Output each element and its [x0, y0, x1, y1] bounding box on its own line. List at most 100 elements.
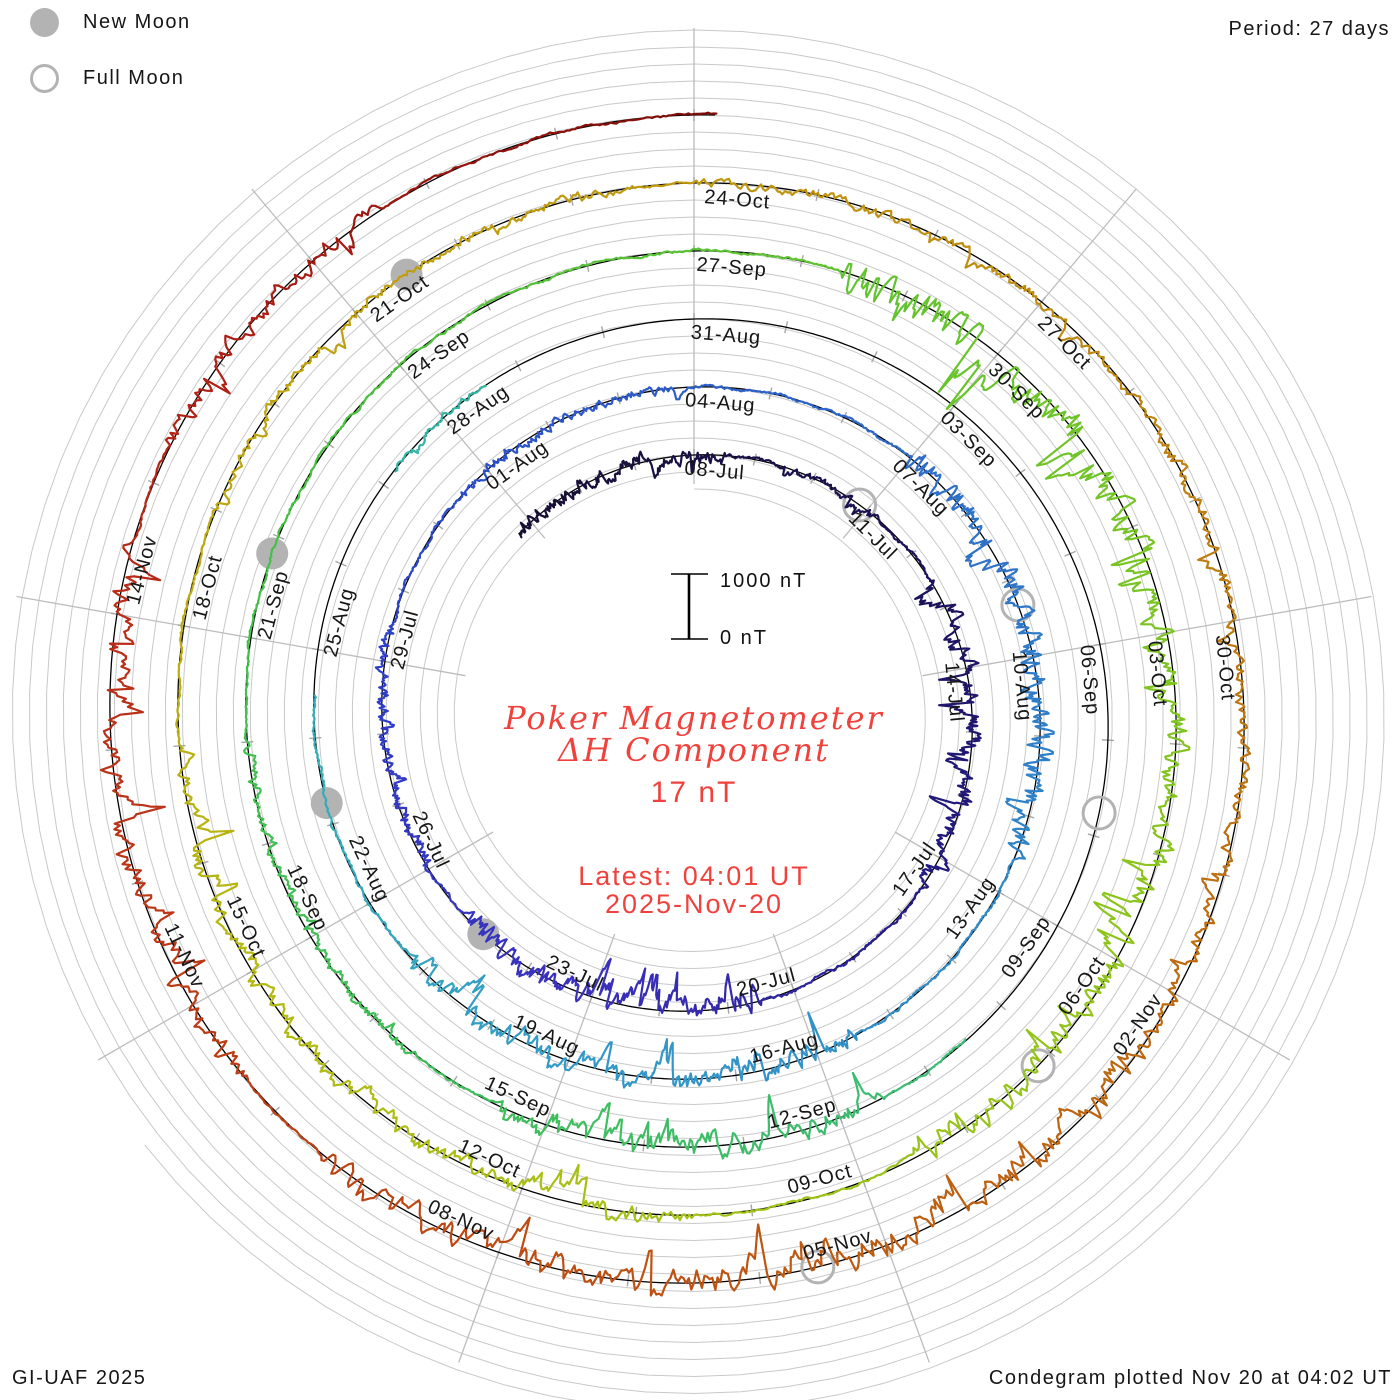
magnetometer-trace-segment [938, 686, 980, 727]
magnetometer-trace-segment [244, 667, 249, 733]
magnetometer-trace-segment [742, 1051, 792, 1082]
ring-date-label: 27-Sep [696, 254, 768, 282]
magnetometer-trace-segment [428, 393, 473, 431]
magnetometer-trace-segment [916, 1174, 988, 1228]
ring-date-label: 21-Sep [254, 568, 293, 642]
magnetometer-trace-segment [424, 307, 479, 348]
magnetometer-trace-segment [782, 465, 822, 481]
magnetometer-trace-segment [1093, 918, 1135, 989]
ring-date-label: 25-Aug [320, 585, 359, 659]
magnetometer-trace-segment [711, 451, 751, 465]
magnetometer-trace-segment [669, 383, 719, 401]
magnetometer-trace-segment [412, 153, 491, 190]
magnetometer-trace-segment [890, 442, 936, 477]
magnetometer-trace-segment [1035, 414, 1112, 482]
magnetometer-trace-segment [320, 1153, 395, 1202]
magnetometer-trace-segment [175, 660, 182, 736]
magnetometer-trace-segment [349, 187, 415, 249]
magnetometer-trace-segment [176, 351, 233, 421]
magnetometer-trace-segment [179, 589, 193, 664]
magnetometer-trace-segment [535, 260, 599, 285]
magnetometer-trace-segment [675, 450, 714, 473]
magnetometer-trace-segment [945, 724, 982, 762]
magnetometer-trace-segment [938, 647, 980, 689]
magnetometer-trace-segment [363, 1010, 413, 1055]
magnetometer-trace-segment [625, 386, 673, 401]
magnetometer-trace-segment [518, 509, 549, 539]
magnetometer-trace-segment [192, 803, 235, 877]
magnetometer-trace-segment [495, 1023, 546, 1056]
full-moon-marker [1081, 795, 1117, 831]
magnetometer-trace-segment [190, 519, 212, 592]
magnetometer-trace-segment [383, 250, 448, 292]
magnetometer-trace-segment [371, 1097, 430, 1149]
full-moon-icon [30, 64, 59, 93]
magnetometer-trace-segment [773, 1237, 851, 1291]
ring-date-label: 29-Jul [387, 608, 424, 672]
scale-bar-top-label: 1000 nT [720, 570, 808, 592]
magnetometer-trace-segment [734, 983, 776, 1015]
full-moon-marker [800, 1249, 836, 1285]
magnetometer-trace-segment [790, 257, 853, 295]
magnetometer-trace-segment [851, 1072, 921, 1101]
grid-spoke [922, 595, 1372, 677]
magnetometer-trace-segment [893, 1122, 952, 1167]
magnetometer-trace-segment [496, 938, 536, 978]
magnetometer-trace-segment [1110, 534, 1158, 604]
current-value: 17 nT [650, 776, 738, 809]
magnetometer-trace-segment [252, 791, 278, 856]
magnetometer-trace-segment [1022, 726, 1055, 776]
magnetometer-trace-segment [1197, 510, 1232, 584]
magnetometer-trace-segment [956, 911, 988, 955]
magnetometer-trace-segment [568, 116, 654, 132]
ring-date-label: 08-Jul [684, 457, 746, 484]
magnetometer-trace-segment [1003, 1028, 1062, 1097]
plot-title-line1: Poker Magnetometer [504, 699, 884, 737]
magnetometer-trace-segment [200, 874, 239, 941]
full-moon-label: Full Moon [83, 67, 185, 89]
magnetometer-trace-segment [789, 1011, 841, 1070]
ring-date-label: 31-Aug [690, 321, 762, 349]
magnetometer-trace-segment [984, 1137, 1055, 1189]
magnetometer-trace-segment [540, 410, 585, 433]
full-moon-marker [1020, 1048, 1056, 1084]
ring-date-label: 10-Aug [1008, 650, 1036, 722]
magnetometer-trace-segment [511, 191, 586, 223]
magnetometer-trace-segment [920, 952, 959, 989]
magnetometer-trace-segment [398, 556, 421, 599]
magnetometer-trace-segment [637, 450, 678, 479]
magnetometer-trace-segment [410, 1050, 464, 1089]
magnetometer-trace-segment [692, 973, 737, 1017]
magnetometer-trace-segment [321, 780, 337, 834]
magnetometer-trace-segment [418, 518, 444, 559]
magnetometer-trace-segment [440, 884, 476, 918]
magnetometer-trace-segment [465, 974, 499, 1035]
magnetometer-trace-segment [533, 964, 578, 991]
magnetometer-trace-segment [607, 455, 641, 483]
magnetometer-trace-segment [846, 267, 919, 322]
magnetometer-trace-segment [441, 484, 475, 521]
magnetometer-trace-segment [906, 548, 932, 581]
magnetometer-trace-segment [388, 1196, 468, 1248]
magnetometer-trace-segment [838, 1019, 886, 1050]
period-label: Period: 27 days [1228, 18, 1390, 40]
magnetometer-trace-segment [445, 216, 514, 253]
magnetometer-trace-segment [943, 610, 966, 651]
magnetometer-trace-segment [752, 1094, 812, 1152]
magnetometer-trace-segment [573, 470, 610, 495]
magnetometer-trace-segment [1161, 731, 1191, 801]
magnetometer-trace-segment [314, 1052, 375, 1100]
magnetometer-trace-segment [631, 1117, 696, 1154]
magnetometer-trace-segment [819, 477, 854, 509]
ring-date-label: 12-Sep [765, 1094, 839, 1134]
magnetometer-trace-segment [809, 1072, 860, 1136]
magnetometer-trace-segment [241, 390, 280, 457]
magnetometer-trace-segment [1050, 985, 1102, 1042]
magnetometer-trace-segment [471, 455, 508, 489]
magnetometer-trace-segment [623, 1205, 696, 1223]
magnetometer-trace-segment [334, 831, 358, 882]
magnetometer-trace-segment [655, 971, 696, 1015]
magnetometer-trace-segment [461, 1085, 516, 1122]
magnetometer-trace-segment [806, 402, 854, 420]
